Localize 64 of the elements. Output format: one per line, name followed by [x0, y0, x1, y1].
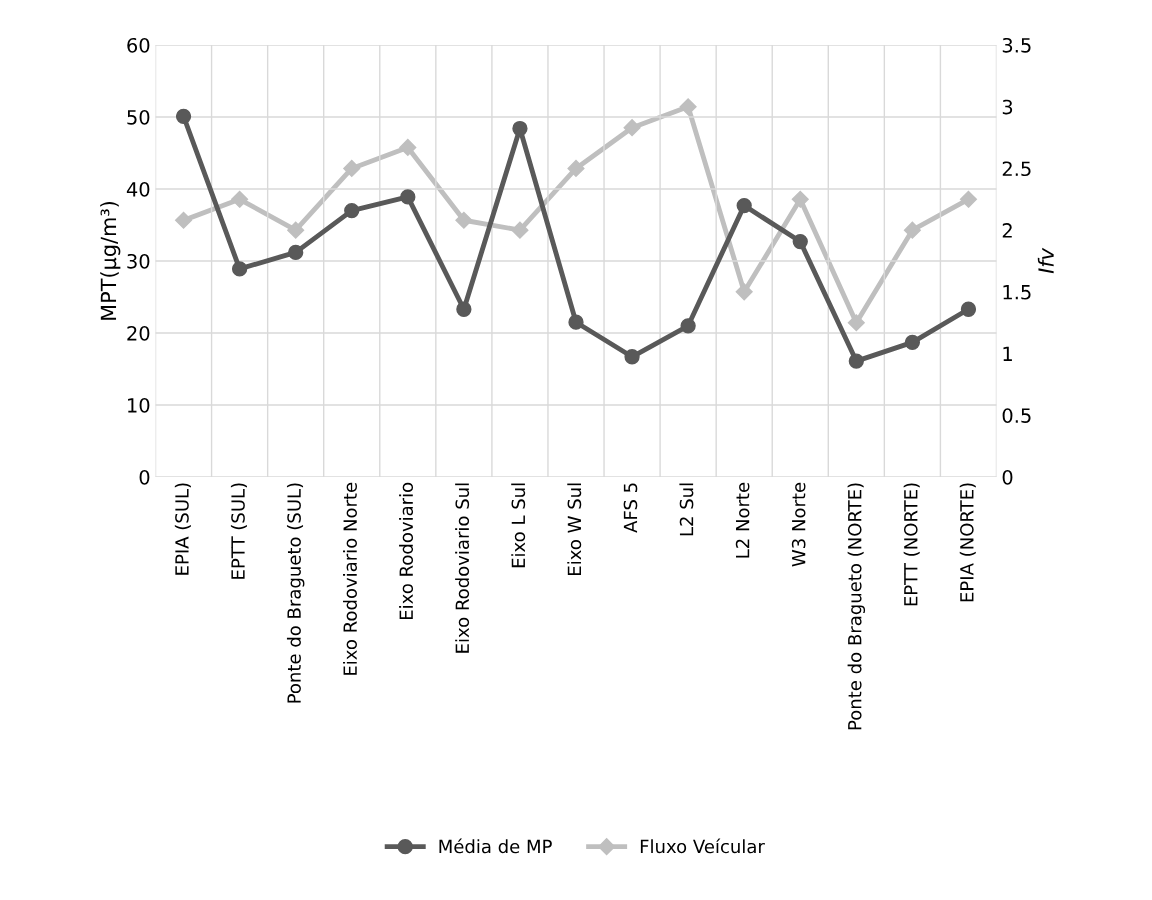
- point: [680, 318, 696, 334]
- x-tick-label: Eixo Rodoviario Sul: [455, 483, 470, 653]
- point: [903, 221, 921, 239]
- point: [512, 120, 528, 137]
- y-tick-label: 0: [139, 469, 150, 485]
- point: [455, 211, 473, 229]
- point: [288, 244, 304, 260]
- point: [624, 349, 640, 365]
- x-tick-label: Eixo Rodoviario: [399, 482, 414, 619]
- x-tick-label: EPIA (NORTE): [959, 483, 976, 602]
- legend-label: Média de MP: [439, 838, 552, 854]
- point: [343, 159, 361, 177]
- y-tick-label: 50: [127, 109, 150, 125]
- y2-tick-label: 0.5: [1002, 408, 1031, 423]
- y2-tick-label: 1.5: [1003, 285, 1031, 300]
- point: [456, 301, 472, 317]
- legend-label: Fluxo Veícular: [640, 838, 765, 854]
- x-tick-label: Ponte do Bragueto (NORTE): [847, 483, 866, 730]
- point: [511, 221, 529, 239]
- point: [399, 138, 417, 156]
- x-tick-label: L2 Sul: [679, 483, 694, 536]
- point: [175, 108, 192, 124]
- point: [960, 301, 977, 317]
- y-tick-label: 10: [128, 397, 150, 413]
- point: [792, 233, 808, 250]
- point: [567, 159, 585, 177]
- point: [791, 190, 809, 208]
- x-tick-label: EPTT (NORTE): [903, 483, 920, 606]
- x-tick-label: L2 Norte: [735, 482, 750, 558]
- point: [344, 202, 360, 219]
- y2-tick-label: 3: [1002, 99, 1013, 115]
- y2-tick-label: 1: [1003, 346, 1012, 361]
- point: [400, 189, 416, 205]
- y-tick-label: 60: [127, 37, 150, 53]
- x-tick-label: Eixo L Sul: [511, 483, 526, 568]
- x-tick-label: EPIA (SUL): [174, 483, 191, 575]
- point: [231, 261, 248, 277]
- point: [679, 98, 697, 116]
- y-tick-label: 40: [126, 181, 150, 197]
- point: [847, 314, 865, 332]
- y-axis-title: MPT(μg/m³): [100, 201, 121, 320]
- point: [287, 221, 305, 239]
- point: [904, 334, 921, 350]
- y2-tick-label: 2: [1002, 223, 1012, 238]
- point: [848, 353, 864, 369]
- x-tick-label: AFS 5: [623, 483, 638, 533]
- point: [623, 119, 641, 137]
- point: [568, 314, 584, 330]
- point: [174, 211, 193, 229]
- point: [736, 197, 752, 214]
- point: [231, 190, 249, 208]
- point: [959, 190, 978, 208]
- y2-tick-label: 2.5: [1002, 161, 1031, 177]
- x-tick-label: EPTT (SUL): [230, 483, 247, 579]
- x-tick-label: W3 Norte: [791, 482, 806, 567]
- y2-tick-label: 3.5: [1002, 37, 1031, 53]
- x-tick-label: Eixo W Sul: [567, 483, 582, 575]
- x-tick-label: Ponte do Bragueto (SUL): [286, 483, 305, 703]
- x-tick-label: Eixo Rodoviario Norte: [343, 482, 357, 675]
- y2-tick-label: 0: [1002, 469, 1013, 485]
- y-tick-label: 20: [127, 325, 150, 341]
- y-tick-label: 30: [127, 253, 150, 269]
- y2-axis-title: Ifv: [1037, 247, 1054, 274]
- point: [735, 283, 753, 301]
